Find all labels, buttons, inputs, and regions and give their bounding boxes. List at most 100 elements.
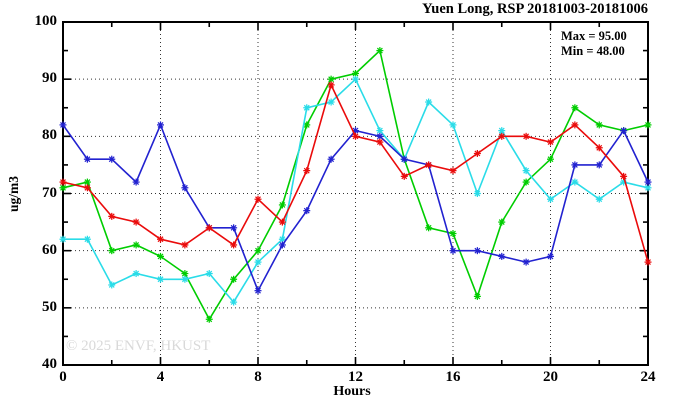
x-tick-label: 0 [59,369,67,385]
x-tick-label: 20 [543,369,558,385]
data-point-marker [473,149,481,157]
data-point-marker [230,224,238,232]
data-point-marker [108,212,116,220]
x-tick-label: 16 [445,369,461,385]
data-point-marker [595,161,603,169]
data-point-marker [181,275,189,283]
data-point-marker [522,167,530,175]
data-point-marker [352,75,359,83]
data-point-marker [59,235,67,243]
data-point-marker [132,270,140,278]
data-point-marker [303,167,311,175]
data-point-marker [157,121,164,129]
data-point-marker [205,224,213,232]
data-point-marker [547,195,554,203]
data-point-marker [449,167,457,175]
data-point-marker [473,190,481,197]
data-point-marker [352,132,359,140]
data-point-marker [132,178,140,186]
data-point-marker [473,247,481,255]
data-point-marker [254,258,262,266]
data-point-marker [230,275,238,283]
data-point-marker [644,121,652,129]
data-point-marker [157,235,164,243]
data-point-marker [449,121,457,129]
data-point-marker [278,218,286,226]
data-point-marker [108,155,116,163]
data-point-marker [547,138,554,146]
data-point-marker [522,132,530,140]
data-point-marker [157,275,164,283]
x-tick-label: 4 [156,369,165,385]
data-point-marker [449,247,457,255]
data-point-marker [303,207,311,215]
data-point-marker [425,224,433,232]
data-point-marker [181,241,189,249]
data-point-marker [83,155,91,163]
data-point-marker [327,81,335,89]
data-point-marker [400,172,408,180]
data-point-marker [108,281,116,289]
data-point-marker [595,121,603,129]
data-point-marker [303,104,311,112]
data-point-marker [327,98,335,106]
data-point-marker [83,184,91,192]
data-point-marker [327,155,335,163]
x-tick-label: 8 [254,369,262,385]
data-point-marker [83,235,91,243]
chart-title: Yuen Long, RSP 20181003-20181006 [422,1,648,17]
data-point-marker [473,292,481,300]
max-annotation: Max = 95.00 [561,29,627,43]
data-point-marker [571,161,579,169]
data-point-marker [205,270,213,278]
data-point-marker [157,252,164,260]
min-annotation: Min = 48.00 [561,43,625,58]
data-point-marker [498,218,506,226]
data-point-marker [522,258,530,266]
y-axis-title: ug/m3 [6,176,21,213]
data-point-marker [595,144,603,152]
data-point-marker [498,132,506,140]
y-tick-label: 100 [34,13,58,29]
data-point-marker [547,252,554,260]
data-point-marker [132,218,140,226]
data-point-marker [254,287,262,295]
data-point-marker [425,98,433,106]
data-point-marker [571,178,579,186]
data-point-marker [230,241,238,249]
y-tick-label: 40 [42,356,57,372]
data-point-marker [498,252,506,260]
data-point-marker [571,121,579,129]
watermark-text: © 2025 ENVF, HKUST [66,338,211,354]
data-point-marker [400,155,408,163]
stats-annotation: Max = 95.00 Min = 48.00 [561,29,627,58]
data-point-marker [644,258,652,266]
data-point-marker [644,178,652,186]
y-tick-label: 90 [42,70,57,87]
data-point-marker [132,241,140,249]
data-point-marker [181,184,189,192]
data-point-marker [59,184,67,192]
y-tick-label: 60 [42,241,57,258]
data-point-marker [254,195,262,203]
data-point-marker [620,172,628,180]
data-point-marker [449,230,457,238]
data-point-marker [230,298,238,306]
data-point-marker [59,121,67,129]
data-point-marker [205,315,213,323]
data-point-marker [425,161,433,169]
data-point-marker [498,127,506,135]
data-point-marker [522,178,530,186]
data-point-marker [571,104,579,112]
data-point-marker [254,247,262,255]
y-tick-label: 50 [42,298,57,315]
data-point-marker [278,241,286,249]
data-point-marker [547,155,554,163]
data-point-marker [59,178,67,186]
x-axis-title: Hours [333,384,371,399]
data-point-marker [108,247,116,255]
y-tick-label: 80 [42,127,57,144]
data-point-marker [327,75,335,83]
